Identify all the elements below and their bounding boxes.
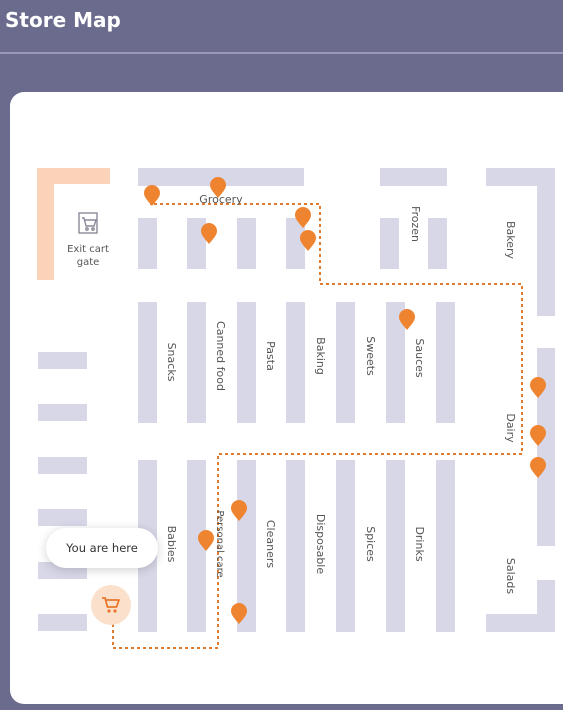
aisle-label-snacks: Snacks xyxy=(165,343,178,382)
aisle-label-sauces: Sauces xyxy=(413,338,426,378)
shelf-pasta xyxy=(237,302,256,423)
left-shelf xyxy=(38,352,87,369)
you-are-here-label: You are here xyxy=(66,541,138,555)
aisle-label-frozen: Frozen xyxy=(409,206,422,242)
map-pin-icon[interactable] xyxy=(144,185,160,206)
exit-cart-gate[interactable] xyxy=(37,168,110,280)
shelf-spices xyxy=(336,460,355,632)
current-location-cart-button[interactable] xyxy=(91,585,131,625)
aisle-label-spices: Spices xyxy=(364,526,377,562)
gate-label-line2: gate xyxy=(77,257,100,268)
aisle-label-dairy: Dairy xyxy=(504,413,517,443)
aisle-label-pasta: Pasta xyxy=(264,341,277,371)
shelf-canned-food xyxy=(187,302,206,423)
short-shelf xyxy=(237,218,256,269)
shelf-sweets xyxy=(336,302,355,423)
you-are-here-bubble: You are here xyxy=(46,528,158,568)
top-shelves xyxy=(138,168,447,269)
right-walls xyxy=(486,168,555,632)
aisle-label-babies: Babies xyxy=(165,526,178,563)
shelf-disposable xyxy=(286,460,305,632)
left-shelf xyxy=(38,614,87,631)
aisle-label-salads: Salads xyxy=(504,558,517,595)
gate-bar-top xyxy=(37,168,110,184)
short-shelf xyxy=(138,218,157,269)
left-shelf xyxy=(38,404,87,421)
aisle-labels: Grocery Frozen Bakery Snacks Canned food… xyxy=(165,193,517,594)
left-shelf xyxy=(38,509,87,526)
gate-cart-icon xyxy=(78,212,98,234)
gate-bar-side xyxy=(37,168,54,280)
aisle-label-grocery: Grocery xyxy=(199,193,243,206)
salads-bottom xyxy=(486,614,555,632)
aisle-label-baking: Baking xyxy=(314,337,327,375)
aisle-label-drinks: Drinks xyxy=(413,526,426,561)
left-shelves xyxy=(38,352,87,631)
left-shelf xyxy=(38,457,87,474)
aisle-label-sweets: Sweets xyxy=(364,336,377,376)
frozen-shelf xyxy=(428,218,447,269)
gate-label-line1: Exit cart xyxy=(67,244,109,255)
aisle-label-disposable: Disposable xyxy=(314,514,327,574)
header-bar: Store Map xyxy=(0,0,563,54)
page-title: Store Map xyxy=(5,8,121,32)
store-map-canvas: Exit cart gate xyxy=(37,168,555,649)
bottom-shelves xyxy=(138,460,455,632)
shelf-extra xyxy=(436,302,455,423)
short-shelf xyxy=(286,218,305,269)
aisle-label-bakery: Bakery xyxy=(504,221,517,260)
aisle-label-personal-care: Personal care xyxy=(214,510,225,577)
middle-shelves xyxy=(138,302,455,423)
shelf-sauces xyxy=(386,302,405,423)
dairy-wall xyxy=(537,348,555,546)
shelf-snacks xyxy=(138,302,157,423)
frozen-shelf xyxy=(380,218,399,269)
grocery-bar xyxy=(138,168,304,186)
shopping-cart-icon xyxy=(102,597,120,613)
shelf-baking xyxy=(286,302,305,423)
frozen-bar xyxy=(380,168,447,186)
aisle-label-canned-food: Canned food xyxy=(214,321,227,391)
store-map[interactable]: Exit cart gate xyxy=(10,92,563,704)
shelf-extra-bottom xyxy=(436,460,455,632)
bakery-wall xyxy=(537,168,555,316)
shelf-personal-care xyxy=(187,460,206,632)
aisle-label-cleaners: Cleaners xyxy=(264,520,277,569)
route-path xyxy=(112,203,523,649)
shelf-drinks xyxy=(386,460,405,632)
